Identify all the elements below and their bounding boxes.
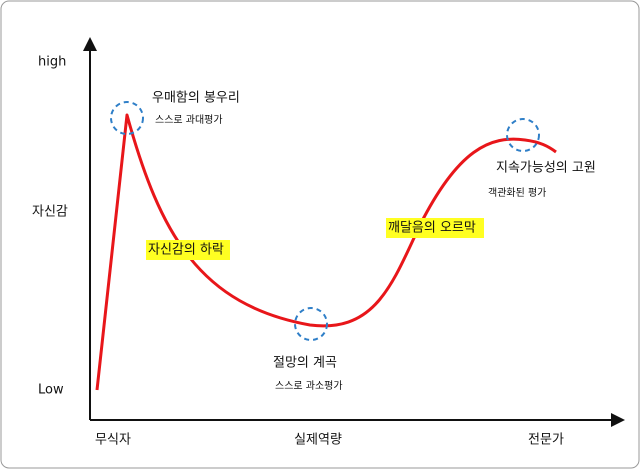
x-label: 실제역량 — [294, 433, 342, 448]
marker-circle — [110, 101, 144, 135]
annotation-title: 자신감의 하락 — [148, 243, 224, 258]
y-label: Low — [38, 383, 64, 398]
annotation-title: 지속가능성의 고원 — [496, 161, 596, 176]
marker-circle — [506, 118, 540, 152]
annotation-title: 절망의 계곡 — [273, 356, 337, 371]
x-label: 무식자 — [95, 433, 131, 448]
annotation-subtitle: 객관화된 평가 — [488, 187, 546, 199]
annotation-title: 우매함의 봉우리 — [152, 91, 240, 106]
y-label: high — [38, 55, 66, 70]
highlight — [146, 240, 230, 260]
y-label: 자신감 — [32, 205, 68, 220]
highlight — [386, 218, 484, 238]
annotation-subtitle: 스스로 과소평가 — [275, 380, 343, 392]
x-label: 전문가 — [528, 433, 564, 448]
annotation-title: 깨달음의 오르막 — [388, 221, 476, 236]
annotation-subtitle: 스스로 과대평가 — [155, 114, 223, 126]
marker-circle — [294, 307, 328, 341]
